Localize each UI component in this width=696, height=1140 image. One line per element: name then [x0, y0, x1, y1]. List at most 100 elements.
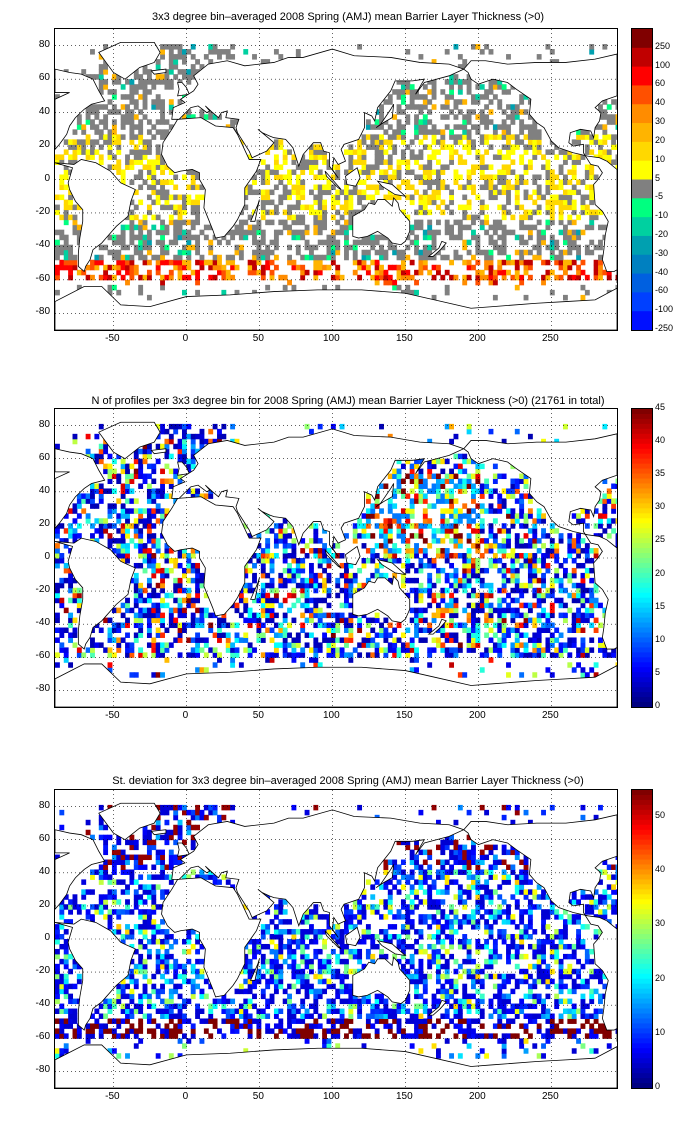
data-bin — [72, 259, 78, 266]
data-bin — [181, 1013, 187, 1019]
data-bin — [475, 249, 481, 256]
data-bin — [409, 1018, 415, 1024]
colorbar-label: 40 — [655, 435, 666, 446]
data-bin — [462, 79, 468, 85]
data-bin — [107, 99, 113, 105]
data-bin — [348, 224, 354, 231]
data-bin — [76, 114, 82, 120]
data-bin — [449, 84, 455, 90]
data-bin — [506, 124, 511, 130]
data-bin — [519, 493, 525, 499]
data-bin — [414, 244, 419, 251]
data-bin — [151, 169, 157, 175]
data-bin — [98, 154, 104, 160]
data-bin — [90, 149, 95, 155]
data-bin — [278, 632, 284, 638]
data-bin — [532, 652, 538, 658]
data-bin — [278, 229, 284, 236]
data-bin — [357, 1028, 363, 1034]
data-bin — [348, 652, 354, 658]
data-bin — [195, 289, 201, 296]
data-bin — [541, 582, 546, 589]
data-bin — [177, 632, 183, 638]
data-bin — [168, 54, 174, 60]
data-bin — [63, 607, 69, 614]
data-bin — [195, 637, 201, 643]
data-bin — [571, 582, 577, 589]
data-bin — [479, 493, 485, 499]
data-bin — [335, 209, 341, 216]
data-bin — [396, 1023, 402, 1029]
data-bin — [466, 458, 472, 465]
data-bin — [138, 199, 144, 206]
data-bin — [580, 1043, 586, 1049]
data-bin — [444, 478, 450, 484]
data-bin — [120, 1018, 126, 1024]
data-bin — [589, 239, 595, 246]
data-bin — [514, 114, 520, 120]
data-bin — [571, 592, 577, 599]
data-bin — [265, 612, 271, 619]
data-bin — [129, 607, 135, 614]
data-bin — [160, 74, 165, 80]
data-bin — [59, 538, 65, 544]
data-bin — [252, 553, 257, 559]
data-bin — [387, 279, 393, 286]
data-bin — [116, 239, 122, 246]
data-bin — [234, 1023, 240, 1029]
data-bin — [212, 647, 218, 653]
data-bin — [379, 184, 384, 191]
data-bin — [308, 1033, 314, 1039]
data-bin — [155, 458, 161, 465]
data-bin — [181, 433, 187, 440]
data-bin — [133, 637, 139, 643]
data-bin — [173, 1033, 179, 1039]
data-bin — [453, 622, 459, 629]
data-bin — [379, 134, 384, 140]
data-bin — [256, 229, 262, 236]
data-bin — [120, 503, 126, 509]
data-bin — [98, 104, 104, 110]
data-bin — [339, 1018, 345, 1024]
data-bin — [471, 214, 476, 221]
data-bin — [444, 114, 450, 120]
colorbar-swatch — [632, 443, 652, 450]
data-bin — [510, 548, 516, 554]
data-bin — [68, 1023, 74, 1029]
data-bin — [181, 234, 187, 241]
data-bin — [330, 194, 336, 201]
data-bin — [497, 79, 503, 85]
data-bin — [339, 562, 345, 569]
data-bin — [116, 498, 122, 504]
data-bin — [435, 548, 441, 554]
data-bin — [133, 224, 139, 231]
land-outline — [55, 537, 136, 650]
data-bin — [440, 114, 446, 120]
data-bin — [440, 254, 446, 261]
data-bin — [186, 49, 192, 55]
data-bin — [168, 239, 174, 246]
data-bin — [335, 543, 341, 549]
data-bin — [400, 259, 406, 266]
colorbar-label: -250 — [655, 323, 674, 333]
data-bin — [120, 488, 126, 494]
data-bin — [571, 513, 577, 519]
data-bin — [326, 179, 332, 186]
data-bin — [440, 169, 446, 175]
y-tick-label: 0 — [44, 551, 50, 562]
data-bin — [344, 602, 349, 609]
data-bin — [234, 438, 240, 445]
data-bin — [567, 1028, 573, 1034]
data-bin — [313, 269, 319, 276]
data-bin — [492, 94, 498, 100]
data-bin — [427, 458, 433, 465]
data-bin — [374, 617, 380, 624]
data-bin — [90, 1033, 95, 1039]
data-bin — [427, 254, 433, 261]
data-bin — [260, 264, 266, 271]
data-bin — [344, 1018, 349, 1024]
data-bin — [357, 274, 363, 281]
data-bin — [111, 134, 117, 140]
data-bin — [611, 503, 617, 509]
data-bin — [146, 488, 152, 494]
